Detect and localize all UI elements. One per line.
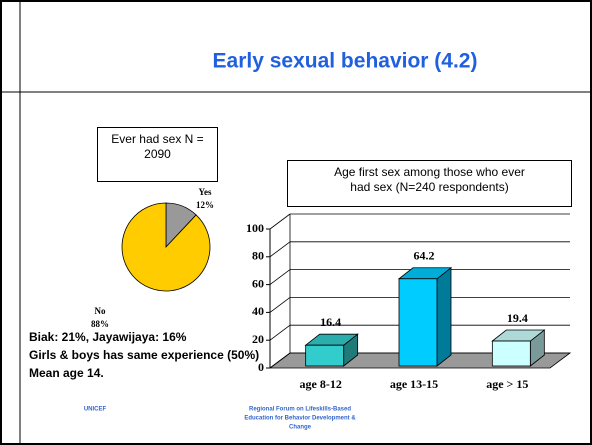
footer-center: Regional Forum on Lifeskills-Based	[249, 407, 351, 413]
value-label: 64.2	[414, 249, 435, 263]
grid-line-side	[269, 352, 291, 369]
footer-left: UNICEF	[84, 407, 107, 413]
value-label: 16.4	[320, 315, 341, 329]
bar	[305, 344, 345, 367]
y-tick-label: 100	[246, 221, 264, 235]
x-tick-label: age 13-15	[390, 377, 438, 391]
grid-line-side	[269, 213, 291, 230]
note: Mean age 14.	[29, 366, 104, 380]
grid-line-side	[269, 241, 291, 258]
bar-title-box: Age first sex among those who ever had s…	[287, 160, 572, 207]
pie-label: Yes	[199, 187, 212, 197]
bar	[491, 340, 531, 367]
grid-line-side	[269, 324, 291, 341]
grid-line-side	[269, 269, 291, 285]
grid-line-side	[269, 297, 291, 313]
pie-title-box: Ever had sex N = 2090	[97, 127, 218, 182]
pie-value-label: 88%	[91, 319, 109, 329]
y-tick-label: 40	[252, 304, 264, 318]
footer-center: Education for Behavior Development &	[244, 416, 356, 422]
pie-label: No	[95, 306, 106, 316]
note: Biak: 21%, Jayawijaya: 16%	[29, 330, 187, 344]
footer-center: Change	[289, 425, 312, 431]
y-tick-label: 80	[252, 249, 264, 263]
pie-value-label: 12%	[196, 200, 214, 210]
x-tick-label: age > 15	[486, 377, 528, 391]
bar-side	[436, 266, 452, 367]
value-label: 19.4	[507, 311, 528, 325]
y-tick-label: 60	[252, 276, 264, 290]
pie-slice	[121, 202, 211, 292]
x-tick-label: age 8-12	[300, 377, 342, 391]
slide-title: Early sexual behavior (4.2)	[213, 50, 478, 73]
bar	[398, 278, 438, 367]
note: Girls & boys has same experience (50%)	[29, 348, 259, 362]
y-tick-label: 0	[258, 360, 264, 374]
y-tick-label: 20	[252, 332, 264, 346]
